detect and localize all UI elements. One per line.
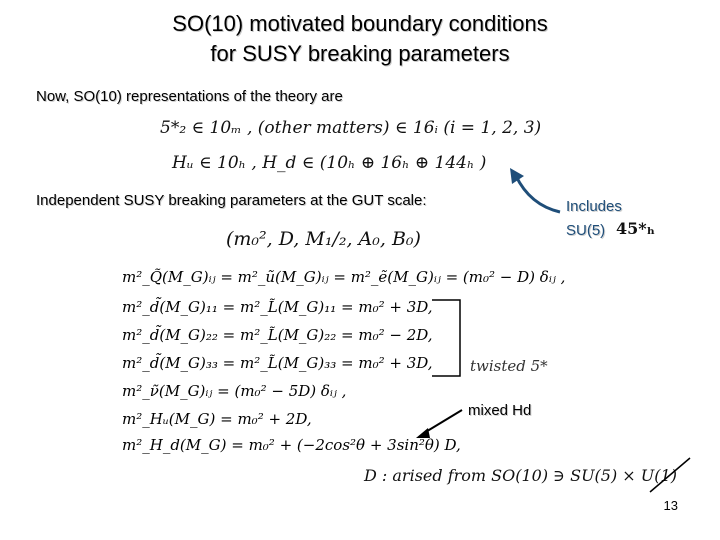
d-origin-text: D : arised from SO(10) ∋ SU(5) × U(1) xyxy=(364,466,677,485)
includes-label: Includes xyxy=(566,198,622,215)
independent-params-text: Independent SUSY breaking parameters at … xyxy=(36,192,427,209)
intro-text: Now, SO(10) representations of the theor… xyxy=(36,88,343,105)
su5-label: SU(5) xyxy=(566,222,606,239)
equation-row: m²_Hᵤ(M_G) = m₀² + 2D, xyxy=(122,410,312,428)
mixed-hd-label: mixed Hd xyxy=(468,402,532,419)
page-number: 13 xyxy=(663,498,678,513)
slide-title-line2: for SUSY breaking parameters xyxy=(210,41,510,66)
slide-title-line1: SO(10) motivated boundary conditions xyxy=(172,11,548,36)
su5-rep: 45*ₕ xyxy=(616,219,655,238)
equation-row: m²_d̃(M_G)₂₂ = m²_L̃(M_G)₂₂ = m₀² − 2D, xyxy=(122,326,433,344)
equation-row: m²_ν̃(M_G)ᵢⱼ = (m₀² − 5D) δᵢⱼ , xyxy=(122,382,347,400)
arrow-head-hd xyxy=(416,428,430,438)
math-line-representations: 5*₂ ∈ 10ₘ , (other matters) ∈ 16ᵢ (i = 1… xyxy=(160,118,542,138)
equation-row: m²_Q̃(M_G)ᵢⱼ = m²_ũ(M_G)ᵢⱼ = m²_ẽ(M_G)ᵢⱼ… xyxy=(122,268,566,286)
twisted-bracket xyxy=(432,299,461,377)
arrow-to-hd-line xyxy=(423,409,463,434)
u1-slash xyxy=(649,457,691,493)
equation-row: m²_d̃(M_G)₃₃ = m²_L̃(M_G)₃₃ = m₀² + 3D, xyxy=(122,354,433,372)
equation-row: m²_H_d(M_G) = m₀² + (−2cos²θ + 3sin²θ) D… xyxy=(122,436,461,454)
twisted-label: twisted 5* xyxy=(470,357,548,375)
arrow-to-144h xyxy=(514,175,561,214)
params-tuple: (m₀², D, M₁/₂, A₀, B₀) xyxy=(226,228,421,250)
arrow-head-144h xyxy=(510,168,524,184)
equation-row: m²_d̃(M_G)₁₁ = m²_L̃(M_G)₁₁ = m₀² + 3D, xyxy=(122,298,433,316)
math-line-higgs: Hᵤ ∈ 10ₕ , H_d ∈ (10ₕ ⊕ 16ₕ ⊕ 144ₕ ) xyxy=(172,153,487,173)
